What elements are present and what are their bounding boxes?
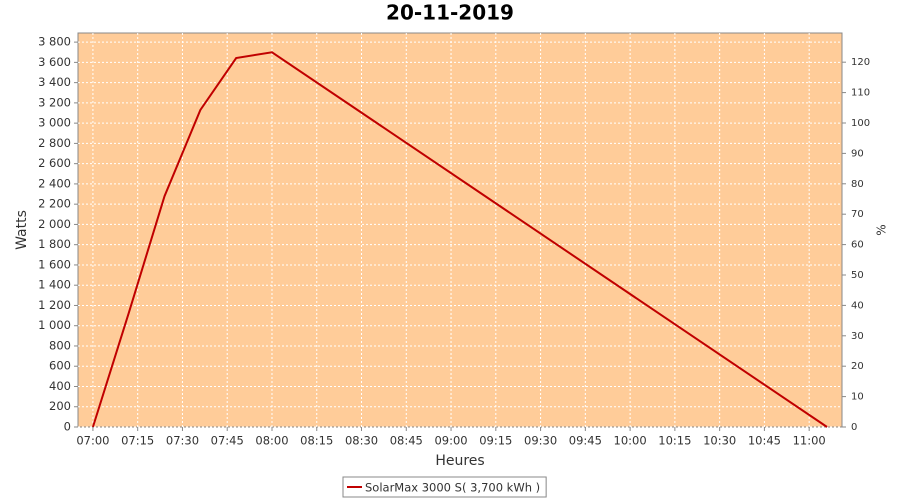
y-tick-label: 2 600 xyxy=(38,156,71,170)
y-tick-label: 1 800 xyxy=(38,237,71,251)
y2-tick-label: 30 xyxy=(851,331,864,342)
y-tick-label: 2 200 xyxy=(38,197,71,211)
y-tick-label: 800 xyxy=(49,338,71,352)
x-tick-label: 08:00 xyxy=(255,434,288,448)
x-tick-label: 10:30 xyxy=(703,434,736,448)
x-tick-label: 08:45 xyxy=(390,434,423,448)
line-series xyxy=(91,51,828,428)
chart-title: 20-11-2019 xyxy=(386,1,514,25)
x-axis-label: Heures xyxy=(435,453,484,469)
x-tick-label: 09:15 xyxy=(479,434,512,448)
y-tick-label: 3 600 xyxy=(38,55,71,69)
x-tick-label: 11:00 xyxy=(793,434,826,448)
legend-label: SolarMax 3000 S( 3,700 kWh ) xyxy=(365,481,540,495)
y-tick-label: 3 400 xyxy=(38,75,71,89)
y-tick-label: 3 200 xyxy=(38,95,71,109)
x-tick-label: 08:30 xyxy=(345,434,378,448)
y2-tick-label: 100 xyxy=(851,118,870,129)
legend: SolarMax 3000 S( 3,700 kWh ) xyxy=(342,476,547,498)
y2-tick-label: 50 xyxy=(851,270,864,281)
y2-tick-label: 0 xyxy=(851,422,857,433)
x-tick-label: 07:45 xyxy=(211,434,244,448)
y-tick-label: 1 400 xyxy=(38,278,71,292)
legend-box xyxy=(342,476,547,498)
y2-axis-label: % xyxy=(875,224,889,235)
y2-tick-label: 80 xyxy=(851,179,864,190)
y-tick-label: 3 800 xyxy=(38,35,71,49)
y-tick-label: 2 800 xyxy=(38,136,71,150)
y-tick-label: 2 400 xyxy=(38,176,71,190)
x-tick-label: 09:45 xyxy=(569,434,602,448)
y-tick-label: 400 xyxy=(49,379,71,393)
y-tick-label: 2 000 xyxy=(38,217,71,231)
x-tick-label: 09:30 xyxy=(524,434,557,448)
y-tick-label: 1 000 xyxy=(38,318,71,332)
y2-tick-label: 60 xyxy=(851,240,864,251)
y2-tick-label: 120 xyxy=(851,57,870,68)
x-tick-label: 07:00 xyxy=(76,434,109,448)
plot-area xyxy=(77,32,843,428)
y-tick-label: 200 xyxy=(49,399,71,413)
x-tick-label: 10:00 xyxy=(614,434,647,448)
y2-tick-label: 20 xyxy=(851,361,864,372)
y2-tick-label: 110 xyxy=(851,88,870,99)
y-tick-label: 600 xyxy=(49,359,71,373)
x-tick-label: 09:00 xyxy=(434,434,467,448)
x-tick-label: 08:15 xyxy=(300,434,333,448)
y2-tick-label: 10 xyxy=(851,392,864,403)
y2-tick-label: 70 xyxy=(851,209,864,220)
y-tick-label: 0 xyxy=(64,420,71,434)
y-tick-label: 1 600 xyxy=(38,257,71,271)
y2-tick-label: 40 xyxy=(851,300,864,311)
y-axis-label: Watts xyxy=(14,210,30,250)
x-tick-label: 10:15 xyxy=(658,434,691,448)
x-tick-label: 07:30 xyxy=(166,434,199,448)
y2-tick-label: 90 xyxy=(851,148,864,159)
y-tick-label: 1 200 xyxy=(38,298,71,312)
x-tick-label: 10:45 xyxy=(748,434,781,448)
x-tick-label: 07:15 xyxy=(121,434,154,448)
y-tick-label: 3 000 xyxy=(38,116,71,130)
